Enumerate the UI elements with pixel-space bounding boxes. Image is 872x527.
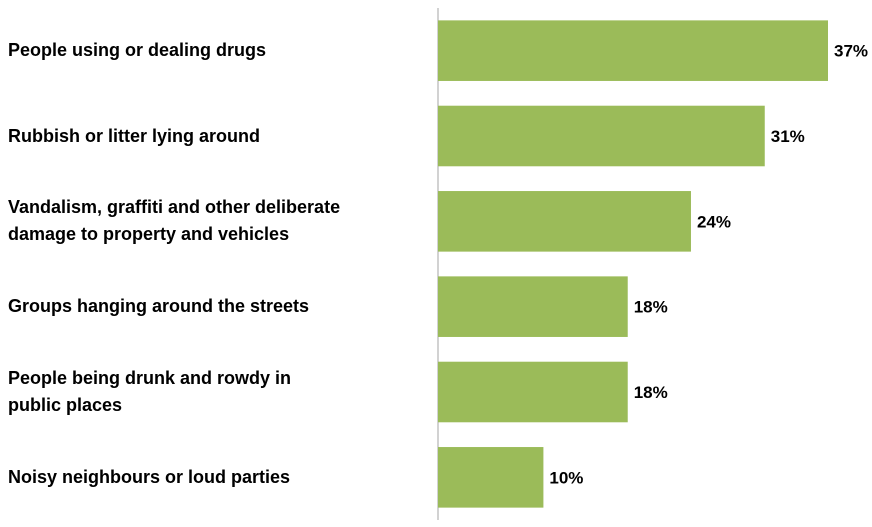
data-label-5: 18% — [634, 383, 668, 402]
data-label-6: 10% — [549, 468, 583, 487]
bar-2 — [438, 105, 765, 167]
bar-1 — [438, 20, 828, 81]
data-label-3: 24% — [697, 212, 731, 231]
category-label-4: Groups hanging around the streets — [8, 296, 310, 317]
bar-4 — [438, 276, 628, 337]
data-label-4: 18% — [634, 298, 668, 317]
category-label-2: Rubbish or litter lying around — [8, 125, 260, 146]
category-label-6: Noisy neighbours or loud parties — [8, 466, 291, 487]
category-label-1: People using or dealing drugs — [8, 40, 267, 61]
category-label-3: Vandalism, graffiti and other deliberate… — [8, 197, 341, 245]
bar-3 — [438, 191, 691, 252]
bar-5 — [438, 361, 628, 423]
data-label-2: 31% — [771, 127, 805, 146]
data-label-1: 37% — [834, 42, 868, 61]
bar-6 — [438, 447, 544, 508]
category-label-5: People being drunk and rowdy in public p… — [8, 368, 292, 415]
